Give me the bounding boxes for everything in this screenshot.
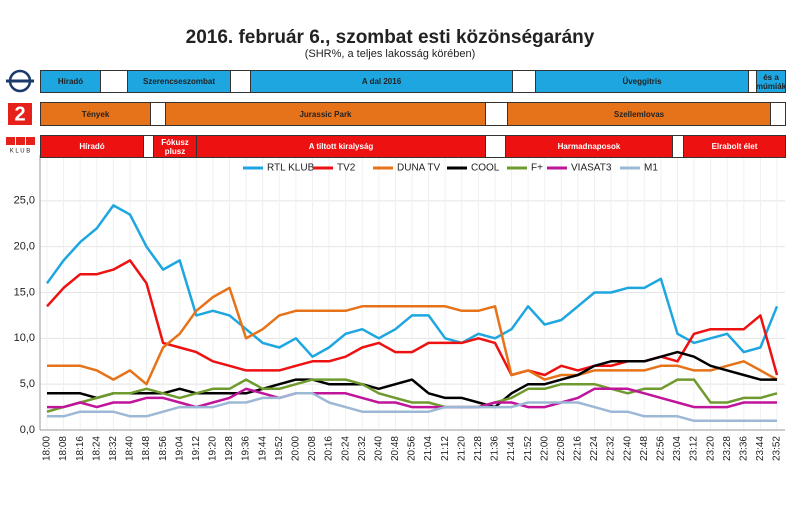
chart-title: 2016. február 6., szombat esti közönséga… xyxy=(186,27,595,48)
x-tick-label: 21:04 xyxy=(423,436,434,461)
x-tick-label: 20:32 xyxy=(357,436,368,461)
program-gap xyxy=(485,135,506,158)
svg-text:2: 2 xyxy=(14,103,25,125)
program-gap xyxy=(150,102,166,126)
program: Híradó xyxy=(40,135,144,158)
x-tick-label: 22:00 xyxy=(539,436,550,461)
x-tick-label: 19:52 xyxy=(274,436,285,461)
program: Elrabolt élet xyxy=(683,135,786,158)
x-tick-label: 22:16 xyxy=(573,436,584,461)
program: Jurassic Park xyxy=(165,102,486,126)
y-tick-label: 0,0 xyxy=(20,424,35,436)
x-tick-label: 19:12 xyxy=(191,436,202,461)
program: A dal 2016 xyxy=(250,70,513,93)
y-tick-label: 15,0 xyxy=(14,286,35,298)
program: Harmadnaposok xyxy=(505,135,673,158)
program: Szellemlovas xyxy=(507,102,771,126)
series-line xyxy=(45,204,779,358)
x-tick-label: 19:36 xyxy=(241,436,252,461)
x-tick-label: 23:28 xyxy=(722,436,733,461)
program: Adele és a múmiák rejtélye xyxy=(756,70,786,93)
chart-subtitle: (SHR%, a teljes lakosság körében) xyxy=(305,48,476,60)
x-tick-label: 18:16 xyxy=(75,436,86,461)
program-gap xyxy=(512,70,536,93)
x-tick-label: 21:44 xyxy=(506,436,517,461)
legend-label: TV2 xyxy=(337,163,356,174)
x-tick-label: 21:28 xyxy=(473,436,484,461)
x-tick-label: 22:08 xyxy=(556,436,567,461)
series-line xyxy=(47,286,778,386)
x-tick-label: 21:20 xyxy=(456,436,467,461)
series-line xyxy=(47,350,777,409)
tv2-logo: 2 xyxy=(8,103,32,125)
legend-label: COOL xyxy=(471,163,500,174)
legend-label: VIASAT3 xyxy=(571,163,612,174)
x-tick-label: 20:24 xyxy=(340,436,351,461)
program-gap xyxy=(230,70,251,93)
y-tick-label: 5,0 xyxy=(20,378,35,390)
program: A tiltott kiralyság xyxy=(196,135,486,158)
x-tick-label: 19:28 xyxy=(224,436,235,461)
x-tick-label: 23:12 xyxy=(689,436,700,461)
x-tick-label: 20:00 xyxy=(291,436,302,461)
x-tick-label: 23:44 xyxy=(755,436,766,461)
x-tick-label: 22:48 xyxy=(639,436,650,461)
program: Szerencseszombat xyxy=(127,70,231,93)
x-tick-label: 21:36 xyxy=(490,436,501,461)
m1-logo xyxy=(6,69,34,93)
x-tick-label: 20:48 xyxy=(390,436,401,461)
x-tick-label: 22:24 xyxy=(589,436,600,461)
x-tick-label: 22:56 xyxy=(656,436,667,461)
legend-label: RTL KLUB xyxy=(267,163,315,174)
x-tick-label: 23:20 xyxy=(705,436,716,461)
program-gap xyxy=(100,70,128,93)
x-tick-label: 22:40 xyxy=(622,436,633,461)
x-tick-label: 18:00 xyxy=(42,436,53,461)
y-tick-label: 10,0 xyxy=(14,332,35,344)
x-tick-label: 23:52 xyxy=(772,436,783,461)
program: Üveggitris xyxy=(535,70,749,93)
series-line xyxy=(47,387,777,409)
x-tick-label: 22:32 xyxy=(606,436,617,461)
legend-label: M1 xyxy=(644,163,658,174)
legend-label: F+ xyxy=(531,163,543,174)
program: Tények xyxy=(40,102,151,126)
legend-label: DUNA TV xyxy=(397,163,440,174)
y-tick-label: 20,0 xyxy=(14,241,35,253)
x-tick-label: 19:04 xyxy=(174,436,185,461)
x-tick-label: 18:56 xyxy=(158,436,169,461)
x-tick-label: 21:12 xyxy=(440,436,451,461)
x-tick-label: 23:04 xyxy=(672,436,683,461)
x-tick-label: 20:08 xyxy=(307,436,318,461)
x-tick-label: 19:44 xyxy=(257,436,268,461)
x-tick-label: 21:52 xyxy=(523,436,534,461)
rtl-logo: K L U B xyxy=(6,137,35,155)
x-tick-label: 19:20 xyxy=(208,436,219,461)
program-gap xyxy=(770,102,786,126)
program: Híradó xyxy=(40,70,101,93)
x-tick-label: 18:32 xyxy=(108,436,119,461)
series-line xyxy=(47,392,777,423)
x-tick-label: 20:40 xyxy=(373,436,384,461)
x-tick-label: 18:48 xyxy=(141,436,152,461)
x-tick-label: 20:16 xyxy=(324,436,335,461)
x-tick-label: 23:36 xyxy=(738,436,749,461)
program: Fókusz plusz xyxy=(153,135,197,158)
y-tick-label: 25,0 xyxy=(14,195,35,207)
x-tick-label: 20:56 xyxy=(407,436,418,461)
series-line xyxy=(46,378,778,413)
program-gap xyxy=(485,102,508,126)
x-tick-label: 18:40 xyxy=(125,436,136,461)
x-tick-label: 18:08 xyxy=(58,436,69,461)
svg-text:K L U B: K L U B xyxy=(10,149,30,155)
x-tick-label: 18:24 xyxy=(91,436,102,461)
